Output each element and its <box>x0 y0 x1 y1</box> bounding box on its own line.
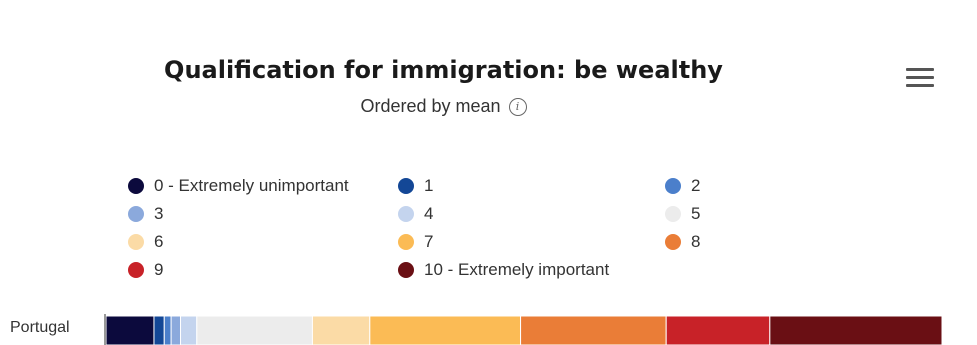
bar-group <box>105 315 943 345</box>
category-label: Portugal <box>10 319 70 336</box>
legend-item[interactable]: 7 <box>398 232 433 252</box>
bar-segment[interactable] <box>665 315 771 345</box>
bar-segment[interactable] <box>180 315 198 345</box>
legend-item[interactable]: 5 <box>665 204 700 224</box>
menu-line <box>906 76 934 79</box>
legend-marker <box>398 206 414 222</box>
bar-segment[interactable] <box>196 315 313 345</box>
legend-item[interactable]: 6 <box>128 232 163 252</box>
menu-line <box>906 84 934 87</box>
legend-label: 5 <box>691 204 701 223</box>
legend-item[interactable]: 10 - Extremely important <box>398 260 609 280</box>
legend-label: 10 - Extremely important <box>424 260 610 279</box>
bar-segment[interactable] <box>153 315 165 345</box>
hamburger-menu-icon[interactable] <box>906 68 934 92</box>
legend-label: 8 <box>691 232 701 251</box>
legend-label: 6 <box>154 232 164 251</box>
chart-subtitle-row: Ordered by mean i <box>0 96 887 117</box>
legend-marker <box>128 206 144 222</box>
bar-segment[interactable] <box>311 315 371 345</box>
legend-marker <box>128 178 144 194</box>
legend-label: 4 <box>424 204 434 223</box>
legend-marker <box>128 234 144 250</box>
legend-label: 0 - Extremely unimportant <box>154 176 349 195</box>
chart-subtitle: Ordered by mean <box>360 96 501 116</box>
legend-marker <box>665 234 681 250</box>
legend-label: 9 <box>154 260 164 279</box>
legend-marker <box>128 262 144 278</box>
legend-item[interactable]: 2 <box>665 176 700 196</box>
info-icon[interactable]: i <box>508 98 527 117</box>
menu-line <box>906 68 934 71</box>
bar-segment[interactable] <box>769 315 943 345</box>
chart-title: Qualification for immigration: be wealth… <box>164 56 723 84</box>
legend-marker <box>398 234 414 250</box>
legend-marker <box>665 178 681 194</box>
legend-item[interactable]: 9 <box>128 260 163 280</box>
legend-label: 1 <box>424 176 434 195</box>
legend-item[interactable]: 4 <box>398 204 433 224</box>
bar-segment[interactable] <box>369 315 522 345</box>
legend-label: 3 <box>154 204 164 223</box>
legend-item[interactable]: 3 <box>128 204 163 224</box>
bar-segment[interactable] <box>105 315 155 345</box>
legend-marker <box>398 262 414 278</box>
bar-segment[interactable] <box>163 315 172 345</box>
legend-label: 2 <box>691 176 701 195</box>
legend-item[interactable]: 8 <box>665 232 700 252</box>
bar-segment[interactable] <box>170 315 182 345</box>
legend-item[interactable]: 0 - Extremely unimportant <box>128 176 349 196</box>
legend-label: 7 <box>424 232 434 251</box>
legend-marker <box>665 206 681 222</box>
legend-marker <box>398 178 414 194</box>
legend-item[interactable]: 1 <box>398 176 433 196</box>
bar-segment[interactable] <box>520 315 667 345</box>
